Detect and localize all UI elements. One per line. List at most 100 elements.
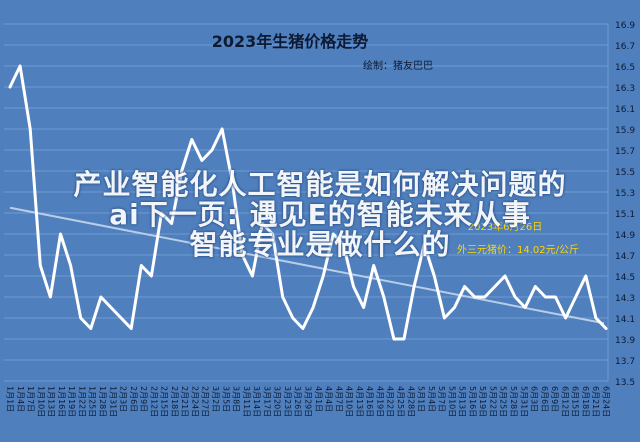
data-point: [352, 285, 355, 288]
x-tick-label: 6月15日: [571, 386, 580, 417]
data-point: [221, 128, 223, 130]
data-point: [595, 317, 597, 319]
data-point: [423, 243, 425, 246]
x-tick-label: 1月7日: [26, 386, 35, 412]
data-point: [191, 138, 193, 141]
y-tick-label: 13.5: [615, 378, 635, 388]
data-point: [100, 296, 102, 298]
data-point: [130, 327, 133, 330]
data-point: [271, 233, 274, 235]
data-point: [584, 275, 587, 277]
x-tick-label: 6月18日: [581, 386, 590, 417]
x-tick-label: 5月22日: [488, 386, 497, 417]
data-point: [29, 128, 32, 130]
x-tick-label: 6月12日: [560, 386, 569, 417]
x-tick-label: 3月17日: [262, 386, 271, 417]
data-point: [211, 149, 213, 151]
x-tick-label: 3月5日: [221, 386, 230, 412]
x-tick-label: 3月14日: [252, 386, 261, 417]
y-tick-label: 15.7: [615, 147, 635, 157]
x-tick-label: 4月28日: [406, 386, 415, 417]
x-tick-label: 4月7日: [334, 386, 343, 412]
x-tick-label: 5月19日: [478, 386, 487, 417]
x-tick-label: 6月21日: [591, 386, 600, 417]
x-tick-label: 4月25日: [396, 386, 405, 417]
x-tick-label: 2月12日: [149, 386, 158, 417]
data-point: [504, 275, 506, 277]
x-tick-label: 2月6日: [129, 386, 138, 412]
data-point: [292, 317, 294, 319]
data-point: [140, 264, 143, 267]
data-point: [170, 222, 173, 225]
x-tick-label: 5月28日: [509, 386, 518, 417]
data-point: [443, 317, 446, 319]
data-point: [332, 233, 335, 235]
x-tick-label: 5月4日: [427, 386, 436, 412]
y-tick-label: 13.7: [615, 357, 635, 367]
data-point: [494, 285, 496, 288]
data-point: [605, 327, 607, 330]
data-point: [554, 296, 557, 298]
x-tick-label: 2月27日: [201, 386, 210, 417]
data-point: [120, 317, 122, 319]
x-tick-label: 2月24日: [190, 386, 199, 417]
data-point: [514, 296, 516, 298]
data-point: [403, 338, 405, 340]
x-tick-label: 1月22日: [77, 386, 86, 417]
x-tick-label: 5月10日: [447, 386, 456, 417]
grid-lines: [4, 23, 609, 382]
data-point: [302, 327, 304, 330]
data-point: [544, 296, 547, 298]
data-point: [49, 296, 52, 298]
x-tick-label: 2月15日: [160, 386, 169, 417]
x-tick-label: 3月26日: [293, 386, 302, 417]
y-tick-label: 15.9: [615, 126, 635, 136]
x-tick-label: 4月10日: [345, 386, 354, 417]
x-tick-label: 3月11日: [242, 386, 251, 417]
y-tick-label: 16.1: [615, 105, 635, 115]
x-tick-label: 1月1日: [6, 386, 15, 412]
y-tick-label: 16.3: [615, 84, 635, 94]
data-point: [372, 264, 375, 267]
data-point: [393, 338, 395, 340]
x-tick-label: 1月16日: [57, 386, 66, 417]
annotation-price-label: 外三元猪价：: [457, 244, 517, 256]
x-tick-label: 2月18日: [170, 386, 179, 417]
x-tick-label: 5月16日: [468, 386, 477, 417]
data-point: [281, 296, 284, 298]
data-point: [322, 275, 324, 277]
data-point: [90, 327, 92, 330]
data-point: [483, 296, 486, 298]
x-tick-label: 4月19日: [375, 386, 384, 417]
data-point: [261, 222, 264, 225]
data-point: [574, 296, 577, 298]
x-tick-label: 3月2日: [211, 386, 220, 412]
data-point: [433, 275, 436, 277]
x-tick-label: 4月1日: [314, 386, 323, 412]
y-tick-label: 14.5: [615, 273, 635, 283]
x-tick-label: 5月25日: [499, 386, 508, 417]
data-point: [110, 306, 112, 309]
x-tick-label: 6月24日: [602, 386, 611, 417]
x-tick-label: 3月23日: [283, 386, 292, 417]
data-point: [463, 285, 466, 288]
x-tick-label: 1月4日: [16, 386, 25, 412]
annotation-price-value: 14.02元/公斤: [517, 244, 579, 256]
data-point: [413, 285, 415, 288]
data-point: [342, 243, 345, 246]
x-tick-label: 5月31日: [519, 386, 528, 417]
trendline: [9, 206, 605, 325]
x-tick-label: 3月20日: [273, 386, 282, 417]
annotation-date: 2023年6月26日: [468, 220, 543, 233]
data-point: [473, 296, 476, 298]
data-point: [453, 306, 456, 309]
data-point: [19, 65, 21, 67]
x-tick-label: 2月3日: [119, 386, 128, 412]
data-point: [69, 264, 72, 267]
data-point: [362, 306, 365, 309]
data-point: [564, 317, 567, 319]
data-point: [39, 264, 42, 267]
x-tick-label: 2月21日: [180, 386, 189, 417]
